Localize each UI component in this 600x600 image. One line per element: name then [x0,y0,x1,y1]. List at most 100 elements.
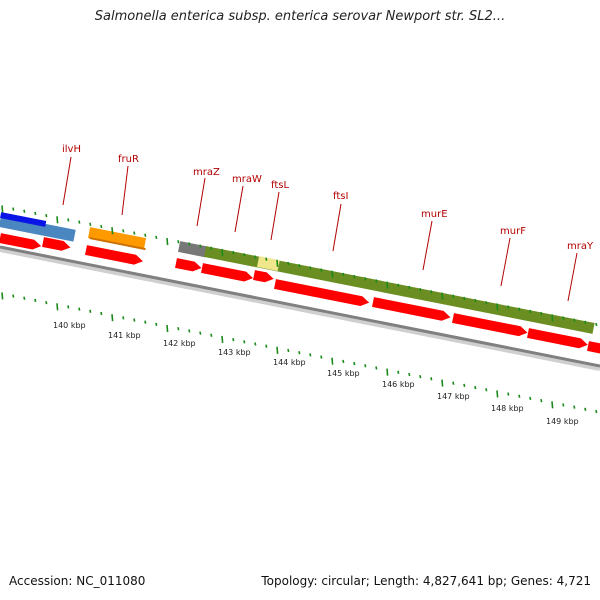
minor-tick [243,340,246,344]
major-tick [221,335,224,344]
operon-feature-bar[interactable] [204,246,595,334]
minor-tick [78,220,81,224]
gene-label-murF[interactable]: murF [500,226,526,237]
minor-tick [265,257,268,261]
minor-tick [100,311,103,316]
minor-tick [485,388,488,392]
mraZ-feature-bar[interactable] [178,241,208,258]
major-tick [551,314,554,322]
minor-tick [529,396,532,401]
gene-label-mraY[interactable]: mraY [567,241,594,252]
major-tick [331,357,334,365]
gene-label-ftsI[interactable]: ftsI [333,191,348,202]
minor-tick [430,377,433,381]
mraW-leader-line [234,185,244,233]
minor-tick [595,322,598,327]
kbp-label: 146 kbp [382,380,415,389]
minor-tick [584,407,587,411]
ilvH-leader-line [62,156,72,206]
minor-tick [12,294,15,298]
accession-text: Accession: NC_011080 [9,574,146,588]
minor-tick [23,296,26,300]
minor-tick [540,311,543,316]
kbp-label: 140 kbp [53,321,86,330]
major-tick [56,303,59,311]
gene-label-mraW[interactable]: mraW [232,174,262,185]
cds-arrow[interactable] [274,279,370,307]
cds-arrow[interactable] [527,328,589,350]
gene-label-ftsL[interactable]: ftsL [271,180,289,191]
minor-tick [122,316,125,320]
cds-arrow[interactable] [452,313,528,338]
inner-tick-row [1,292,598,414]
blue-feature-bar[interactable] [0,212,47,227]
cds-arrow[interactable] [201,263,254,283]
genome-backbone [0,245,600,368]
fruR-feature-bar[interactable] [88,227,147,249]
kbp-label: 148 kbp [491,404,524,413]
minor-tick [397,370,400,374]
minor-tick [254,342,257,346]
minor-tick [595,409,598,414]
ilvH-region-bar[interactable] [0,215,76,242]
minor-tick [155,235,158,240]
minor-tick [353,274,356,279]
minor-tick [540,398,543,403]
cds-arrow[interactable] [175,258,202,273]
minor-tick [232,337,235,342]
kbp-label: 143 kbp [218,348,251,357]
cds-arrow[interactable] [372,297,451,322]
cds-arrow[interactable] [587,341,600,355]
minor-tick [419,375,422,379]
outer-tick-row [1,205,598,327]
minor-tick [474,298,477,303]
feature-bars [0,212,595,334]
minor-tick [254,255,257,259]
major-tick [166,237,169,246]
major-tick [441,379,444,387]
minor-tick [133,318,136,322]
gene-label-mraZ[interactable]: mraZ [193,167,220,178]
minor-tick [364,277,367,281]
minor-tick [89,222,92,226]
cds-arrow[interactable] [85,245,144,266]
major-tick [551,401,554,409]
minor-tick [298,264,301,268]
minor-tick [342,359,345,364]
major-tick [1,292,4,300]
minor-tick [507,305,510,309]
minor-tick [397,283,400,287]
cds-arrow[interactable] [42,237,71,252]
cds-arrow[interactable] [0,233,42,251]
minor-tick [320,355,323,359]
gene-label-murE[interactable]: murE [421,209,448,220]
minor-tick [463,296,466,301]
minor-tick [177,240,180,244]
minor-tick [89,309,92,313]
major-tick [496,390,499,398]
gene-label-fruR[interactable]: fruR [118,154,139,165]
minor-tick [507,392,510,396]
gene-label-ilvH[interactable]: ilvH [62,144,81,155]
minor-tick [188,242,191,246]
cds-arrow[interactable] [253,270,275,284]
major-tick [166,324,169,333]
minor-tick [100,224,103,229]
minor-tick [133,231,136,235]
minor-tick [23,209,26,213]
major-tick [331,270,334,278]
fruR-feature-shadow [89,237,146,251]
ftsL-feature-bar[interactable] [257,256,280,271]
minor-tick [309,266,312,270]
major-tick [386,368,389,376]
minor-tick [298,351,301,355]
major-tick [276,259,279,267]
ftsL-leader-line [270,191,280,241]
minor-tick [122,229,125,233]
minor-tick [408,285,411,290]
minor-tick [430,290,433,294]
minor-tick [408,372,411,377]
mraY-leader-line [567,252,578,302]
